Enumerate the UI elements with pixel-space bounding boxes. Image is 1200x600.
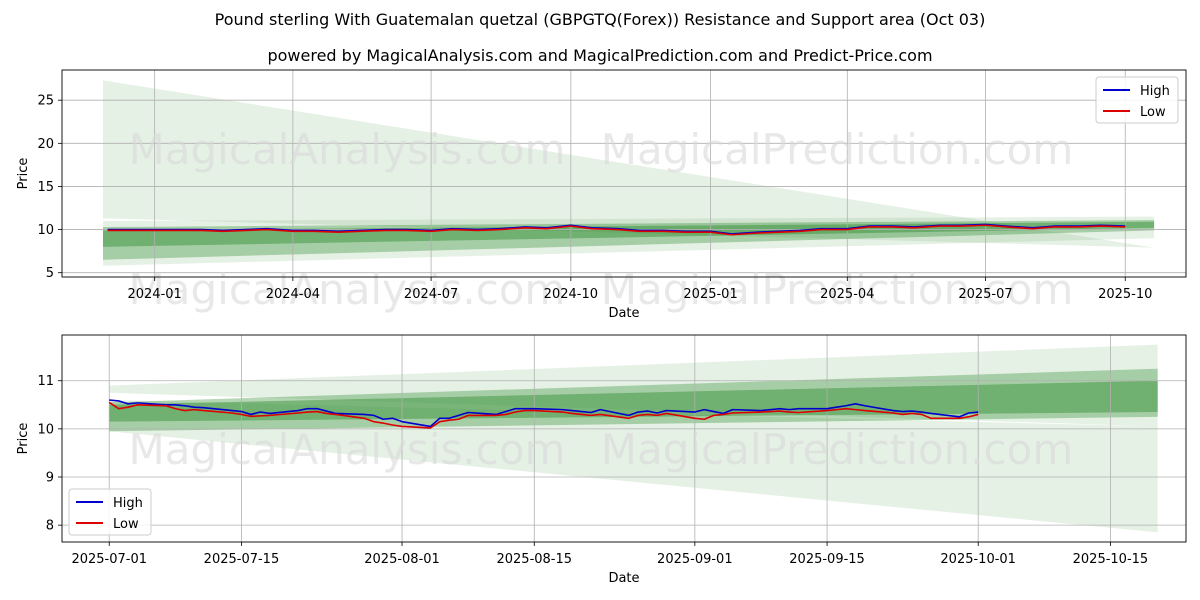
legend: High Low	[1095, 76, 1179, 124]
x-axis-label: Date	[608, 571, 639, 586]
series-low-line	[107, 224, 1126, 236]
x-tick-label: 2025-04	[820, 287, 874, 302]
y-tick-label: 5	[46, 266, 54, 281]
series-high-line	[107, 223, 1126, 235]
y-tick-label: 10	[37, 223, 54, 238]
x-tick-label: 2025-07-15	[204, 552, 280, 567]
x-tick-label: 2025-10	[1098, 287, 1152, 302]
band-2	[103, 216, 1155, 266]
band-1	[109, 344, 1158, 427]
y-tick-label: 25	[37, 94, 54, 109]
x-tick-label: 2024-04	[266, 287, 320, 302]
band-2	[109, 399, 1158, 533]
x-tick-label: 2025-08-15	[496, 552, 572, 567]
y-tick-label: 11	[37, 374, 54, 389]
watermark-prediction: MagicalPrediction.com	[601, 425, 1074, 474]
band-1	[103, 80, 1155, 248]
x-tick-label: 2025-09-15	[789, 552, 865, 567]
grid-lines	[62, 335, 1186, 542]
legend-low-label: Low	[1140, 105, 1166, 120]
chart-title: Pound sterling With Guatemalan quetzal (…	[214, 10, 986, 29]
watermark-prediction: MagicalPrediction.com	[601, 265, 1074, 314]
x-tick-label: 2025-07	[958, 287, 1012, 302]
legend-high-label: High	[1140, 84, 1170, 99]
y-tick-label: 9	[46, 471, 54, 486]
y-axis-label: Price	[16, 158, 31, 190]
series-lines	[108, 399, 979, 429]
x-tick-label: 2025-09-01	[657, 552, 733, 567]
y-tick-label: 15	[37, 180, 54, 195]
x-tick-label: 2024-07	[404, 287, 458, 302]
x-tick-label: 2025-08-01	[364, 552, 440, 567]
bottom-chart-panel: MagicalAnalysis.com MagicalPrediction.com…	[16, 334, 1187, 586]
watermark-prediction: MagicalPrediction.com	[601, 125, 1074, 174]
band-4	[103, 221, 1155, 247]
x-tick-label: 2025-01	[683, 287, 737, 302]
y-tick-label: 8	[46, 519, 54, 534]
chart-subtitle: powered by MagicalAnalysis.com and Magic…	[267, 46, 933, 65]
watermark-analysis: MagicalAnalysis.com	[129, 425, 566, 474]
x-tick-label: 2025-10-01	[940, 552, 1016, 567]
y-tick-label: 10	[37, 422, 54, 437]
series-low-line	[108, 401, 979, 429]
x-tick-label: 2024-10	[544, 287, 598, 302]
series-high-line	[109, 399, 979, 428]
x-tick-label: 2025-10-15	[1073, 552, 1149, 567]
x-axis-label: Date	[608, 306, 639, 321]
watermark-analysis: MagicalAnalysis.com	[129, 125, 566, 174]
top-chart-panel: MagicalAnalysis.com MagicalPrediction.com…	[16, 69, 1187, 321]
plot-frame	[61, 334, 1187, 543]
series-lines	[107, 223, 1126, 236]
legend: High Low	[68, 488, 152, 536]
y-tick-label: 20	[37, 137, 54, 152]
y-axis-label: Price	[16, 423, 31, 455]
plot-frame	[61, 69, 1187, 278]
legend-high-label: High	[113, 496, 143, 511]
legend-low-label: Low	[113, 517, 139, 532]
watermark-analysis: MagicalAnalysis.com	[129, 265, 566, 314]
x-tick-label: 2025-07-01	[71, 552, 147, 567]
x-tick-label: 2024-01	[127, 287, 181, 302]
